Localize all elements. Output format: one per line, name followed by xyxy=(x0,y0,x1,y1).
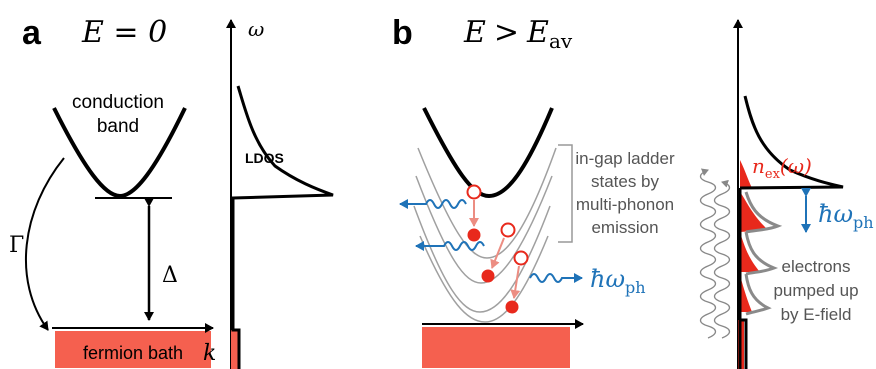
pump-label-line1: electrons xyxy=(782,257,851,276)
phonon-wave-2 xyxy=(415,241,485,251)
ldos-bath-fill xyxy=(231,330,238,369)
phonon-energy-label: ħωph xyxy=(590,265,646,297)
panel-a-field-label: E = 0 xyxy=(81,15,167,50)
conduction-band-curve-b xyxy=(422,107,554,199)
hop-arrow-2 xyxy=(490,237,505,269)
ladder-label-line2: states by xyxy=(591,172,660,191)
ldos-step-1 xyxy=(744,191,783,234)
conduction-label-line1: conduction xyxy=(72,92,164,113)
panel-a-letter: a xyxy=(22,14,42,52)
ldos-label: LDOS xyxy=(245,150,284,166)
pump-wave-1 xyxy=(699,168,717,339)
nex-fill-2 xyxy=(740,192,768,232)
electron-filled-3 xyxy=(505,300,519,314)
fermion-bath-b xyxy=(422,327,570,368)
electron-filled-2 xyxy=(481,269,495,283)
ldos-curve xyxy=(232,85,334,200)
phonon-wave-1 xyxy=(399,199,467,209)
pump-label-line2: pumped up xyxy=(773,281,858,300)
pump-wave-2 xyxy=(713,179,731,339)
phonon-spacing-label: ħωph xyxy=(818,200,874,232)
ladder-label-line3: multi-phonon xyxy=(576,195,674,214)
gamma-label: Γ xyxy=(9,233,24,258)
ldos-lower-step xyxy=(231,196,241,369)
ldos-step-3 xyxy=(744,273,772,316)
phonon-wave-3 xyxy=(529,273,583,283)
panel-b: b E > Eav in-gap ladder states by multi-ph… xyxy=(392,14,874,369)
nex-fill-4 xyxy=(740,275,752,312)
pump-waves xyxy=(699,168,731,339)
fermion-bath-label: fermion bath xyxy=(83,343,183,363)
delta-label: Δ xyxy=(162,263,178,288)
ladder-label-line4: emission xyxy=(591,218,658,237)
electron-open-3 xyxy=(513,250,529,266)
gamma-arrow xyxy=(24,157,65,331)
ladder-bracket xyxy=(558,144,573,243)
nex-fill-1 xyxy=(740,160,752,188)
fermion-bath xyxy=(55,331,211,368)
ladder-parabola-4 xyxy=(419,235,549,323)
electron-open-2 xyxy=(500,222,516,238)
panel-b-letter: b xyxy=(392,14,413,52)
ladder-parabola-1 xyxy=(417,147,557,259)
k-axis-label: k xyxy=(203,341,216,366)
ldos-curve-b xyxy=(739,95,844,190)
hop-arrow-3 xyxy=(510,265,521,299)
omega-label-a: ω xyxy=(248,17,264,41)
nex-label: nex(ω) xyxy=(752,154,812,182)
conduction-label-line2: band xyxy=(97,116,139,137)
ladder-parabola-3 xyxy=(413,205,551,313)
panel-a: a E = 0 conduction band Γ Δ fermion bath… xyxy=(9,14,334,369)
nex-fill-3 xyxy=(740,232,760,272)
ladder-label-line1: in-gap ladder xyxy=(575,149,675,168)
conduction-band-curve xyxy=(52,107,187,199)
ladder-parabola-2 xyxy=(415,175,553,284)
pump-label-line3: by E-field xyxy=(781,305,852,324)
electron-open-1 xyxy=(466,184,482,200)
ldos-step-2 xyxy=(744,231,779,276)
panel-b-field-label: E > Eav xyxy=(463,15,573,53)
ldos-bath-step xyxy=(740,318,748,369)
electron-filled-1 xyxy=(467,228,481,242)
